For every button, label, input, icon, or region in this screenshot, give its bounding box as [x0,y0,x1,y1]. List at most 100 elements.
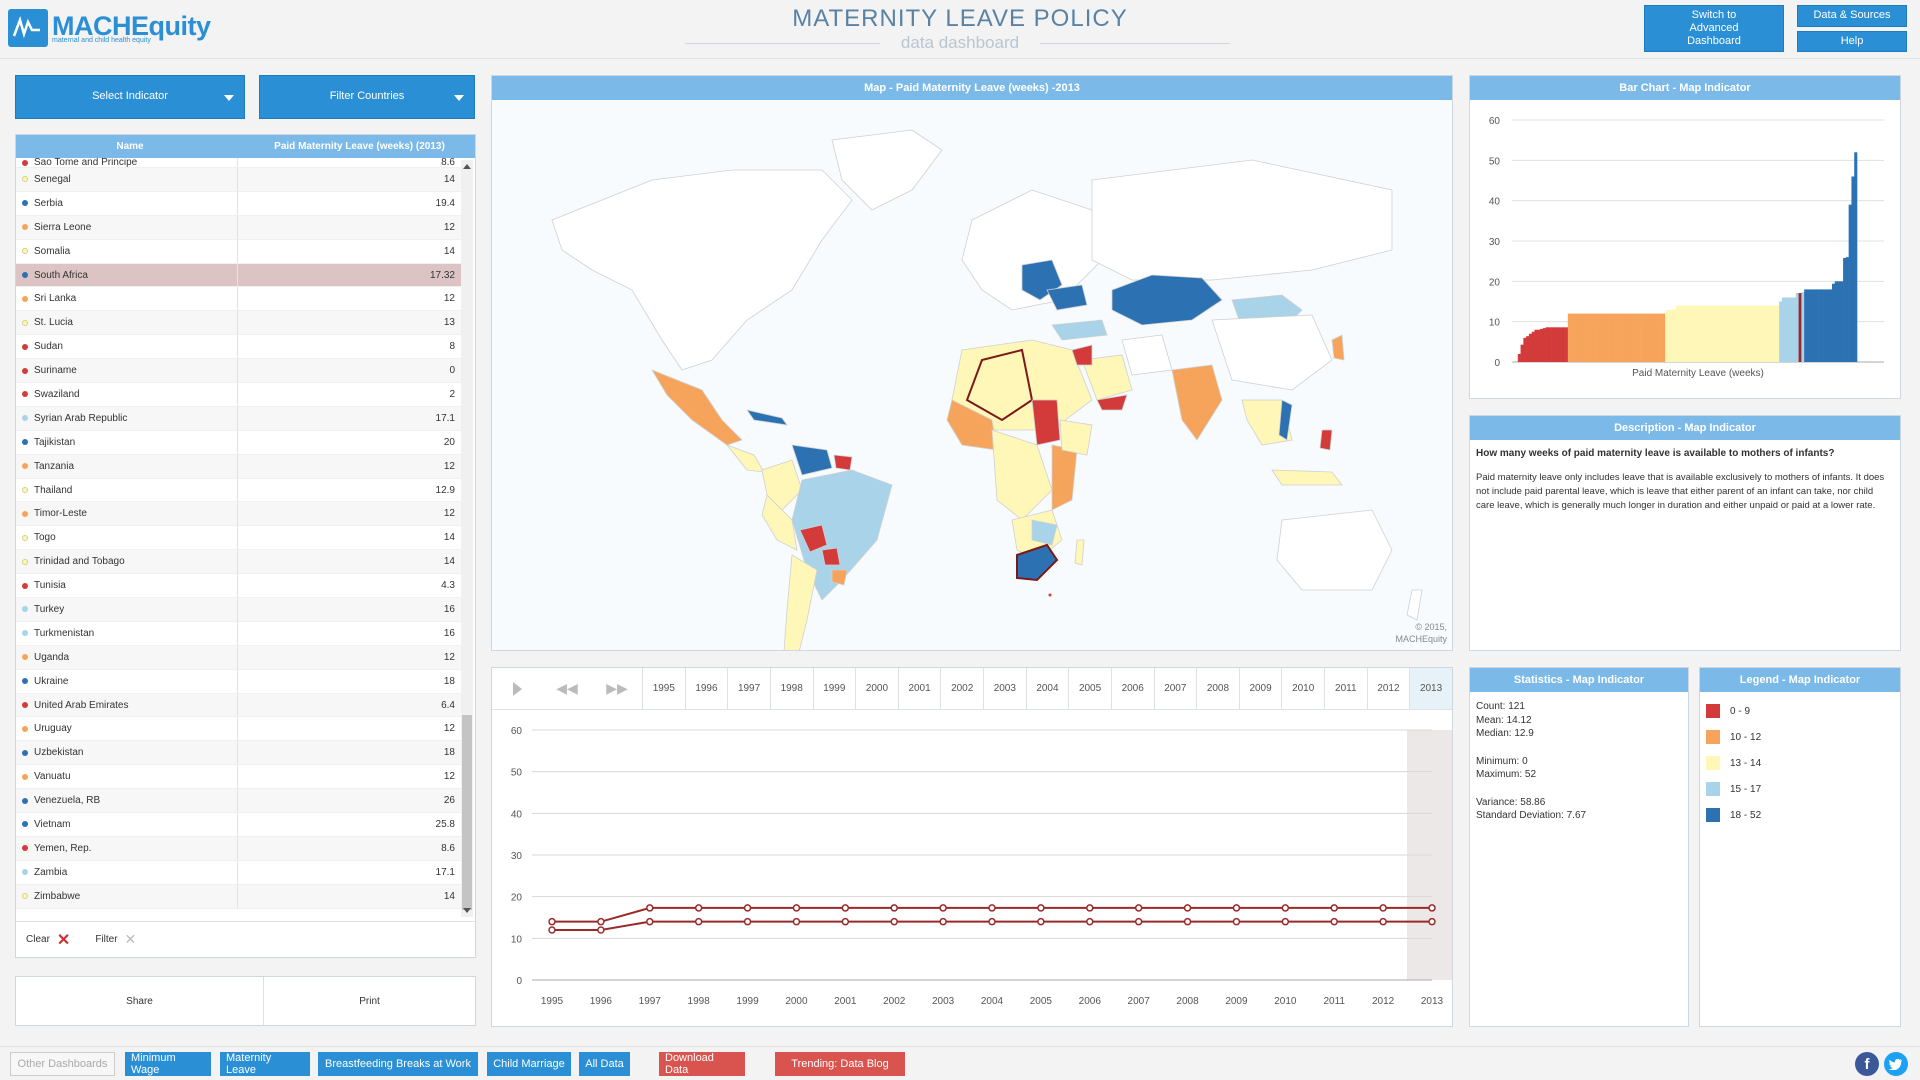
table-row[interactable]: Thailand 12.9 [16,478,461,503]
year-button[interactable]: 2006 [1110,668,1154,709]
year-button[interactable]: 1996 [684,668,728,709]
table-row[interactable]: Tunisia 4.3 [16,574,461,599]
facebook-icon[interactable]: f [1855,1052,1879,1076]
year-button[interactable]: 2009 [1238,668,1282,709]
year-button[interactable]: 2013 [1409,668,1452,709]
table-row[interactable]: Sao Tome and Principe 8.6 [16,158,461,168]
table-row[interactable]: Zambia 17.1 [16,860,461,885]
year-button[interactable]: 1999 [812,668,856,709]
logo[interactable]: MACHEquity maternal and child health equ… [8,8,238,48]
bar [1631,313,1635,362]
table-row[interactable]: Ukraine 18 [16,669,461,694]
table-row[interactable]: Vietnam 25.8 [16,813,461,837]
indonesia [1271,469,1343,486]
download-data-button[interactable]: Download Data [659,1052,745,1076]
scroll-up-icon[interactable] [463,164,471,169]
table-row[interactable]: Sierra Leone 12 [16,215,461,240]
new-zealand [1406,589,1423,621]
table-row[interactable]: Syrian Arab Republic 17.1 [16,406,461,431]
table-row[interactable]: St. Lucia 13 [16,311,461,336]
filter-countries-dropdown[interactable]: Filter Countries [259,75,475,119]
year-button[interactable]: 2003 [983,668,1026,709]
print-button[interactable]: Print [359,995,380,1007]
share-button[interactable]: Share [16,977,264,1025]
bar [1637,313,1641,362]
minimum-wage-button[interactable]: Minimum Wage [125,1052,211,1076]
year-button[interactable]: 2001 [897,668,941,709]
year-button[interactable]: 2008 [1196,668,1239,709]
central-america [725,444,765,473]
table-row[interactable]: Uruguay 12 [16,717,461,742]
table-row[interactable]: Vanuatu 12 [16,765,461,790]
column-header-value[interactable]: Paid Maternity Leave (weeks) (2013) [274,141,445,152]
table-row[interactable]: Uganda 12 [16,645,461,670]
color-dot-icon [22,367,28,374]
bar [1687,305,1691,362]
year-button[interactable]: 2004 [1025,668,1069,709]
value-cell: 13 [443,317,455,329]
table-row[interactable]: Turkmenistan 16 [16,621,461,646]
russia [1091,159,1393,281]
table-row[interactable]: Senegal 14 [16,168,461,192]
help-button[interactable]: Help [1797,31,1907,52]
table-row[interactable]: Timor-Leste 12 [16,502,461,527]
play-icon[interactable] [492,681,542,696]
bar-chart-panel: Bar Chart - Map Indicator 0 10 20 30 40 50 60 P… [1469,75,1901,399]
year-button[interactable]: 2011 [1324,668,1367,709]
table-row[interactable]: Uzbekistan 18 [16,741,461,766]
table-row[interactable]: South Africa 17.32 [16,263,461,288]
year-button[interactable]: 2007 [1153,668,1197,709]
value-cell: 19.4 [435,197,455,209]
west-africa [946,399,998,451]
filter-button[interactable]: Filter ✕ [95,931,137,947]
bar [1526,336,1530,362]
bar [1798,293,1802,362]
table-row[interactable]: Trinidad and Tobago 14 [16,550,461,575]
table-row[interactable]: Suriname 0 [16,359,461,384]
table-row[interactable]: Tanzania 12 [16,454,461,479]
column-header-name[interactable]: Name [116,141,144,152]
child-marriage-button[interactable]: Child Marriage [487,1052,571,1076]
table-row[interactable]: Venezuela, RB 26 [16,789,461,814]
all-data-button[interactable]: All Data [579,1052,630,1076]
scroll-down-icon[interactable] [463,908,471,913]
year-button[interactable]: 2002 [940,668,983,709]
table-row[interactable]: Somalia 14 [16,239,461,264]
breastfeeding-button[interactable]: Breastfeeding Breaks at Work [318,1052,478,1076]
table-row[interactable]: Sri Lanka 12 [16,287,461,312]
table-scrollbar[interactable] [461,160,473,917]
table-row[interactable]: Swaziland 2 [16,383,461,407]
world-map[interactable] [492,100,1453,651]
year-button[interactable]: 2010 [1281,668,1324,709]
table-row[interactable]: Turkey 16 [16,598,461,622]
year-button[interactable]: 2000 [855,668,898,709]
table-row[interactable]: Serbia 19.4 [16,191,461,216]
twitter-icon[interactable] [1884,1052,1908,1076]
bar [1640,313,1644,362]
bar [1659,313,1663,362]
table-row[interactable]: Togo 14 [16,526,461,551]
year-button[interactable]: 1998 [769,668,813,709]
switch-advanced-dashboard-button[interactable]: Switch to Advanced Dashboard [1644,5,1784,52]
value-cell: 16 [443,603,455,615]
maternity-leave-button[interactable]: Maternity Leave [220,1052,310,1076]
table-row[interactable]: United Arab Emirates 6.4 [16,693,461,718]
scrollbar-thumb[interactable] [462,715,472,910]
table-row[interactable]: Zimbabwe 14 [16,884,461,909]
country-name: St. Lucia [34,317,73,329]
table-row[interactable]: Sudan 8 [16,335,461,360]
data-point [548,917,556,926]
year-button[interactable]: 1997 [727,668,770,709]
table-row[interactable]: Tajikistan 20 [16,430,461,455]
table-row[interactable]: Yemen, Rep. 8.6 [16,836,461,861]
year-button[interactable]: 2005 [1068,668,1111,709]
bar [1793,297,1797,362]
fast-forward-icon[interactable]: ▶▶ [606,680,628,696]
year-button[interactable]: 2012 [1366,668,1410,709]
select-indicator-dropdown[interactable]: Select Indicator [15,75,245,119]
data-sources-button[interactable]: Data & Sources [1797,5,1907,27]
clear-button[interactable]: Clear ✕ [26,931,71,949]
year-button[interactable]: 1995 [642,668,685,709]
trending-data-blog-button[interactable]: Trending: Data Blog [775,1052,905,1076]
rewind-icon[interactable]: ◀◀ [556,680,578,696]
